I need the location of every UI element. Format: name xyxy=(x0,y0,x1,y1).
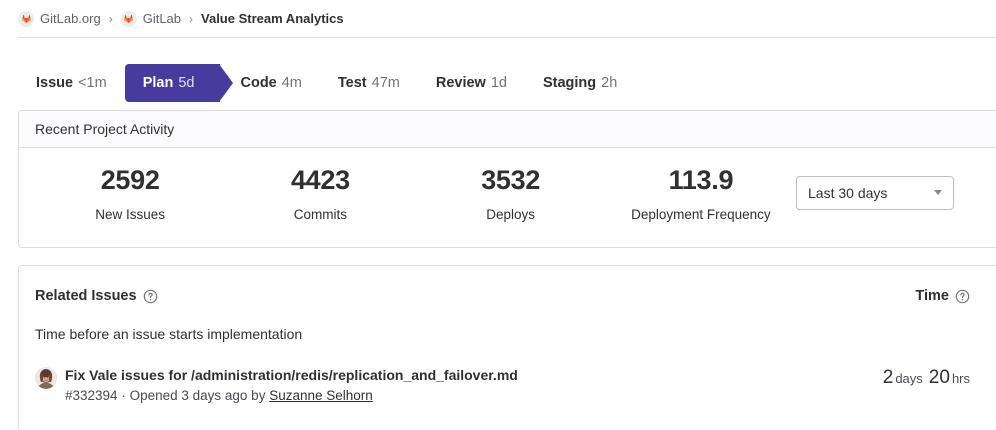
question-circle-icon[interactable] xyxy=(955,289,970,304)
metric-new-issues: 2592 New Issues xyxy=(35,164,225,222)
stage-name: Code xyxy=(240,75,277,91)
issue-id: #332394 xyxy=(65,387,118,403)
stage-tab-code[interactable]: Code 4m xyxy=(222,67,319,99)
metric-value: 3532 xyxy=(481,165,541,195)
stage-tab-staging[interactable]: Staging 2h xyxy=(525,67,635,99)
stage-value: <1m xyxy=(78,75,107,91)
breadcrumb-separator: › xyxy=(108,11,113,26)
related-issues-title-group: Related Issues xyxy=(35,288,158,304)
breadcrumb-item-gitlab: GitLab xyxy=(120,10,182,27)
issue-time-value: 2 days 20 hrs xyxy=(883,366,970,389)
date-range-value: Last 30 days xyxy=(808,184,888,201)
stage-tab-plan[interactable]: Plan 5d xyxy=(124,64,234,102)
stage-name: Review xyxy=(435,75,486,91)
stage-value: 47m xyxy=(371,75,400,91)
stage-nav: Issue <1m Plan 5d Code 4m Test 47m Revie… xyxy=(18,62,635,104)
issue-time-days-unit: days xyxy=(895,371,923,386)
stage-tab-test[interactable]: Test 47m xyxy=(320,67,418,99)
gitlab-logo-icon xyxy=(18,10,34,27)
date-range-wrapper: Last 30 days xyxy=(796,175,980,210)
breadcrumb-divider xyxy=(18,37,996,38)
metric-label: Deployment Frequency xyxy=(631,206,771,222)
metric-value: 2592 xyxy=(100,165,160,195)
issue-opened-text: Opened 3 days ago by xyxy=(129,387,266,403)
metric-label: Deploys xyxy=(486,206,536,222)
issue-details: Fix Vale issues for /administration/redi… xyxy=(65,366,883,403)
issue-time-days-value: 2 xyxy=(882,367,894,388)
issue-time-hours-unit: hrs xyxy=(951,371,970,386)
breadcrumb-label: GitLab xyxy=(142,11,182,26)
metric-value: 113.9 xyxy=(668,165,734,195)
gitlab-logo-icon xyxy=(120,10,137,27)
stage-name: Issue xyxy=(36,75,74,91)
stage-name: Plan xyxy=(142,75,174,91)
related-issues-card: Related Issues Time xyxy=(18,265,996,430)
question-circle-icon[interactable] xyxy=(143,289,158,304)
avatar xyxy=(35,367,57,389)
stage-name: Staging xyxy=(542,75,597,91)
metrics-group: 2592 New Issues 4423 Commits 3532 Deploy… xyxy=(35,164,796,222)
metric-label: New Issues xyxy=(95,206,166,222)
date-range-dropdown[interactable]: Last 30 days xyxy=(796,175,954,210)
breadcrumb-item-gitlab-org: GitLab.org xyxy=(18,10,101,27)
activity-card-header: Recent Project Activity xyxy=(19,111,996,148)
issue-list-item[interactable]: Fix Vale issues for /administration/redi… xyxy=(19,342,996,403)
related-issues-header: Related Issues Time xyxy=(19,266,996,304)
time-column-title-group: Time xyxy=(915,288,970,304)
metric-deploys: 3532 Deploys xyxy=(416,164,606,222)
stage-tab-review[interactable]: Review 1d xyxy=(418,67,525,99)
recent-project-activity-card: Recent Project Activity 2592 New Issues … xyxy=(18,110,996,248)
breadcrumb-label: GitLab.org xyxy=(40,11,101,26)
stage-value: 5d xyxy=(178,75,195,91)
breadcrumb-separator: › xyxy=(189,11,194,26)
stage-name: Test xyxy=(337,75,367,91)
breadcrumb-link-gitlab[interactable]: GitLab xyxy=(120,10,182,27)
issue-time-hours-value: 20 xyxy=(928,367,950,388)
breadcrumb-item-current: Value Stream Analytics xyxy=(201,11,344,26)
issue-meta-separator: · xyxy=(121,387,126,403)
stage-value: 2h xyxy=(601,75,618,91)
metric-label: Commits xyxy=(293,206,347,222)
related-issues-description: Time before an issue starts implementati… xyxy=(35,326,303,342)
issue-author-link[interactable]: Suzanne Selhorn xyxy=(269,387,373,403)
breadcrumb: GitLab.org › GitLab xyxy=(0,0,996,37)
related-issues-title: Related Issues xyxy=(35,288,137,304)
breadcrumb-link-gitlab-org[interactable]: GitLab.org xyxy=(18,10,101,27)
activity-card-body: 2592 New Issues 4423 Commits 3532 Deploy… xyxy=(19,148,996,236)
time-column-title: Time xyxy=(915,288,949,304)
stage-value: 1d xyxy=(490,75,507,91)
chevron-down-icon xyxy=(934,190,942,196)
issue-title[interactable]: Fix Vale issues for /administration/redi… xyxy=(65,367,518,383)
metrics-row: 2592 New Issues 4423 Commits 3532 Deploy… xyxy=(35,148,980,236)
metric-deployment-frequency: 113.9 Deployment Frequency xyxy=(606,164,796,222)
issue-meta: #332394 · Opened 3 days ago by Suzanne S… xyxy=(65,388,883,403)
metric-commits: 4423 Commits xyxy=(225,164,415,222)
metric-value: 4423 xyxy=(290,165,350,195)
stage-value: 4m xyxy=(281,75,302,91)
stage-tab-issue[interactable]: Issue <1m xyxy=(18,67,125,99)
